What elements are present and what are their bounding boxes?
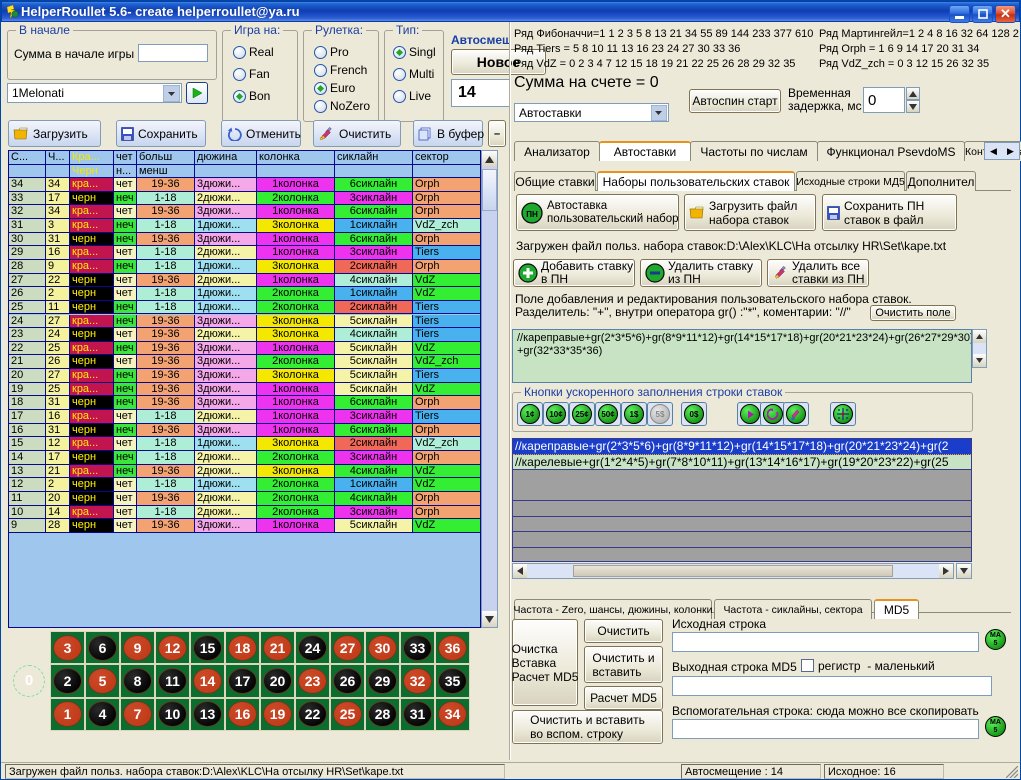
svg-text:ПН: ПН (526, 210, 538, 219)
